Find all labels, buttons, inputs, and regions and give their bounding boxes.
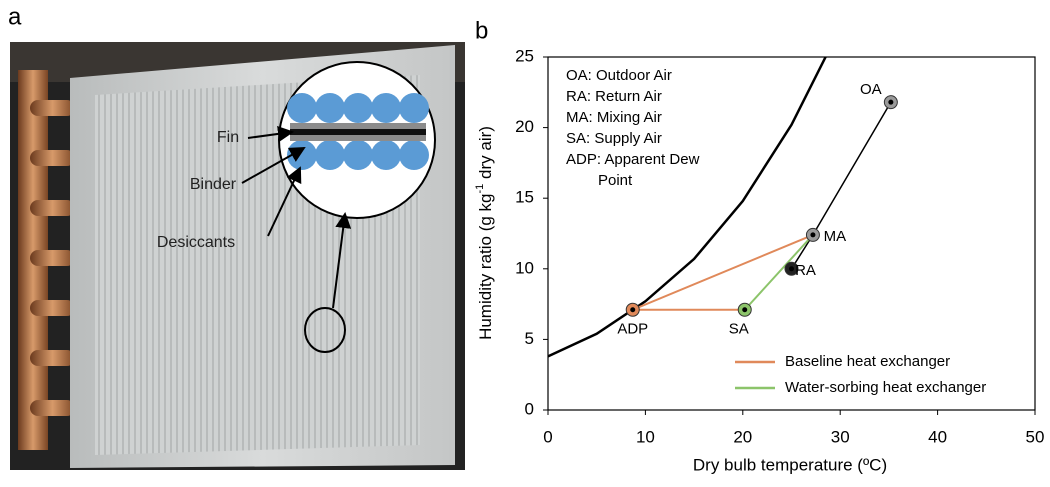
x-tick-label: 20 [733, 427, 752, 446]
fin-core [290, 129, 426, 135]
annotation: RA: Return Air [566, 88, 662, 105]
panel-label: a [8, 3, 22, 30]
annotation: OA: Outdoor Air [566, 67, 672, 84]
y-tick-label: 0 [525, 399, 534, 418]
annotation: ADP: Apparent Dew [566, 151, 700, 168]
y-tick-label: 25 [515, 46, 534, 65]
x-axis-label: Dry bulb temperature (ºC) [693, 455, 887, 474]
y-tick-label: 10 [515, 258, 534, 277]
point-label: ADP [617, 321, 648, 338]
saturation-curve [548, 57, 827, 358]
y-tick-label: 20 [515, 117, 534, 136]
annotation: Fin [217, 129, 239, 146]
y-axis-label: Humidity ratio (g kg-1 dry air) [474, 126, 496, 340]
photo: Fin Binder Desiccants [10, 42, 465, 470]
point-label: RA [795, 262, 816, 279]
point-center [630, 307, 636, 313]
y-axis-label-sup: -1 [474, 184, 486, 194]
point-label: MA [824, 228, 847, 245]
x-tick-label: 40 [928, 427, 947, 446]
y-axis-label-part: dry air) [476, 126, 495, 184]
x-tick-label: 10 [636, 427, 655, 446]
point-label: OA [860, 81, 882, 98]
point-center [789, 266, 794, 272]
panel-label: b [475, 17, 488, 44]
zoom-spot [304, 307, 346, 353]
series-line [744, 234, 814, 311]
copper-tubes [18, 70, 75, 450]
annotation: Desiccants [157, 234, 235, 251]
y-axis-label-part: Humidity ratio (g kg [476, 193, 495, 339]
x-tick-label: 0 [543, 427, 552, 446]
y-tick-label: 15 [515, 188, 534, 207]
legend-label: Baseline heat exchanger [785, 353, 950, 370]
annotation: Binder [190, 176, 237, 193]
point-center [888, 99, 894, 105]
annotation: Point [598, 172, 633, 189]
point-label: SA [729, 321, 749, 338]
legend-label: Water-sorbing heat exchanger [785, 379, 986, 396]
point-center [810, 232, 816, 238]
point-center [742, 307, 748, 313]
arrows [241, 125, 352, 309]
annotation: SA: Supply Air [566, 130, 662, 147]
x-tick-label: 50 [1026, 427, 1045, 446]
y-tick-label: 5 [525, 329, 534, 348]
desiccant-particles [287, 93, 429, 170]
plot-frame [547, 56, 1036, 411]
x-tick-label: 30 [831, 427, 850, 446]
annotation: MA: Mixing Air [566, 109, 662, 126]
